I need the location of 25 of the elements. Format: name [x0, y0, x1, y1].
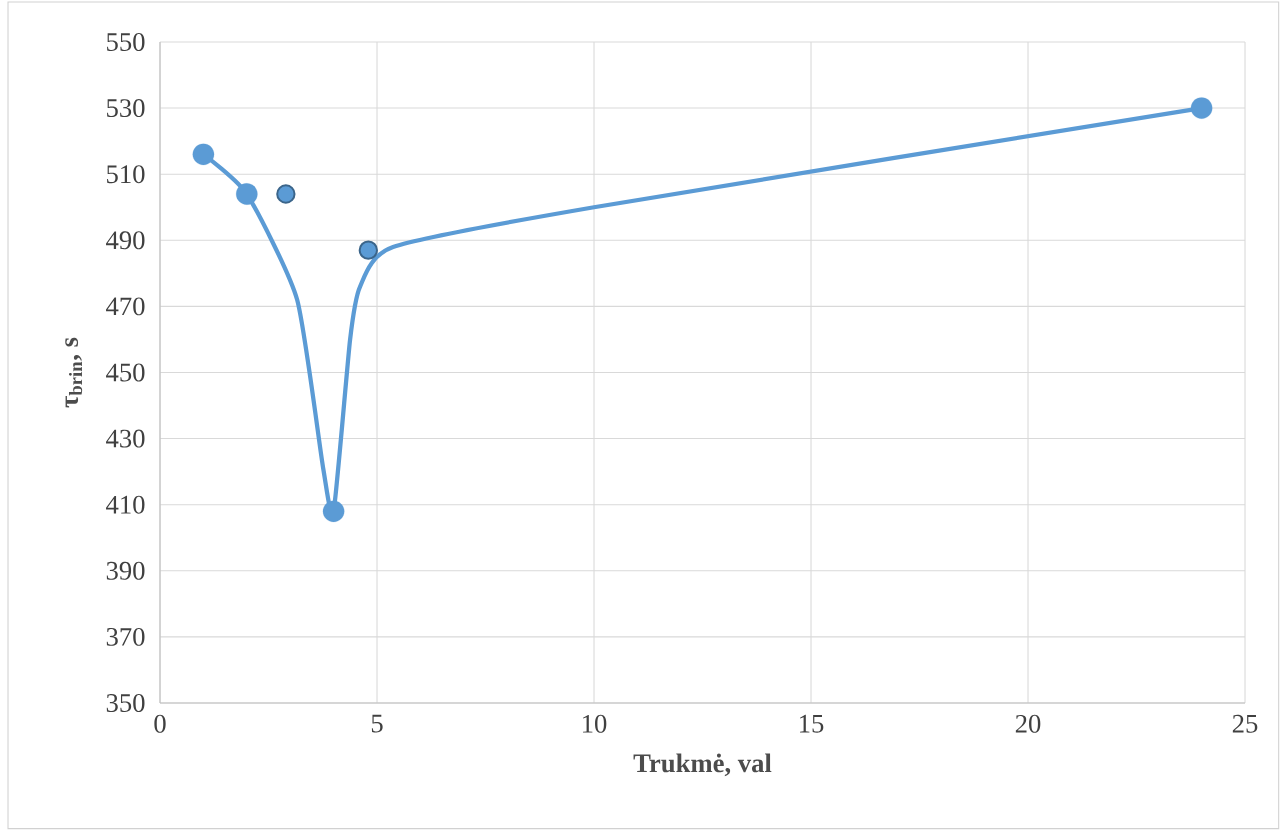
y-tick-label: 370 [106, 627, 145, 646]
y-axis-title: τ$_{brin}$, s [65, 337, 83, 408]
y-tick-label: 430 [106, 429, 145, 448]
x-tick-label: 5 [371, 714, 383, 733]
point [358, 240, 378, 260]
point [276, 184, 296, 204]
point [1190, 97, 1213, 119]
x-tick-label: 0 [154, 714, 166, 733]
y-tick-label: 550 [107, 32, 145, 51]
x-tick-label: 15 [800, 714, 824, 733]
x-tick-label: 20 [1015, 714, 1041, 733]
point [192, 143, 215, 166]
y-tick-label: 350 [106, 693, 145, 712]
y-tick-label: 450 [106, 363, 145, 382]
y-tick-label: 510 [107, 165, 145, 184]
y-tick-label: 530 [107, 99, 145, 118]
point [322, 500, 345, 523]
y-tick-label: 390 [106, 561, 145, 580]
x-axis-title: Trukmė, val [633, 753, 772, 777]
x-tick-label: 10 [583, 714, 607, 733]
y-tick-label: 470 [106, 297, 145, 316]
y-tick-label: 490 [106, 231, 145, 250]
x-tick-label: 25 [1232, 714, 1258, 733]
y-tick-label: 410 [106, 495, 145, 514]
point [236, 183, 258, 205]
